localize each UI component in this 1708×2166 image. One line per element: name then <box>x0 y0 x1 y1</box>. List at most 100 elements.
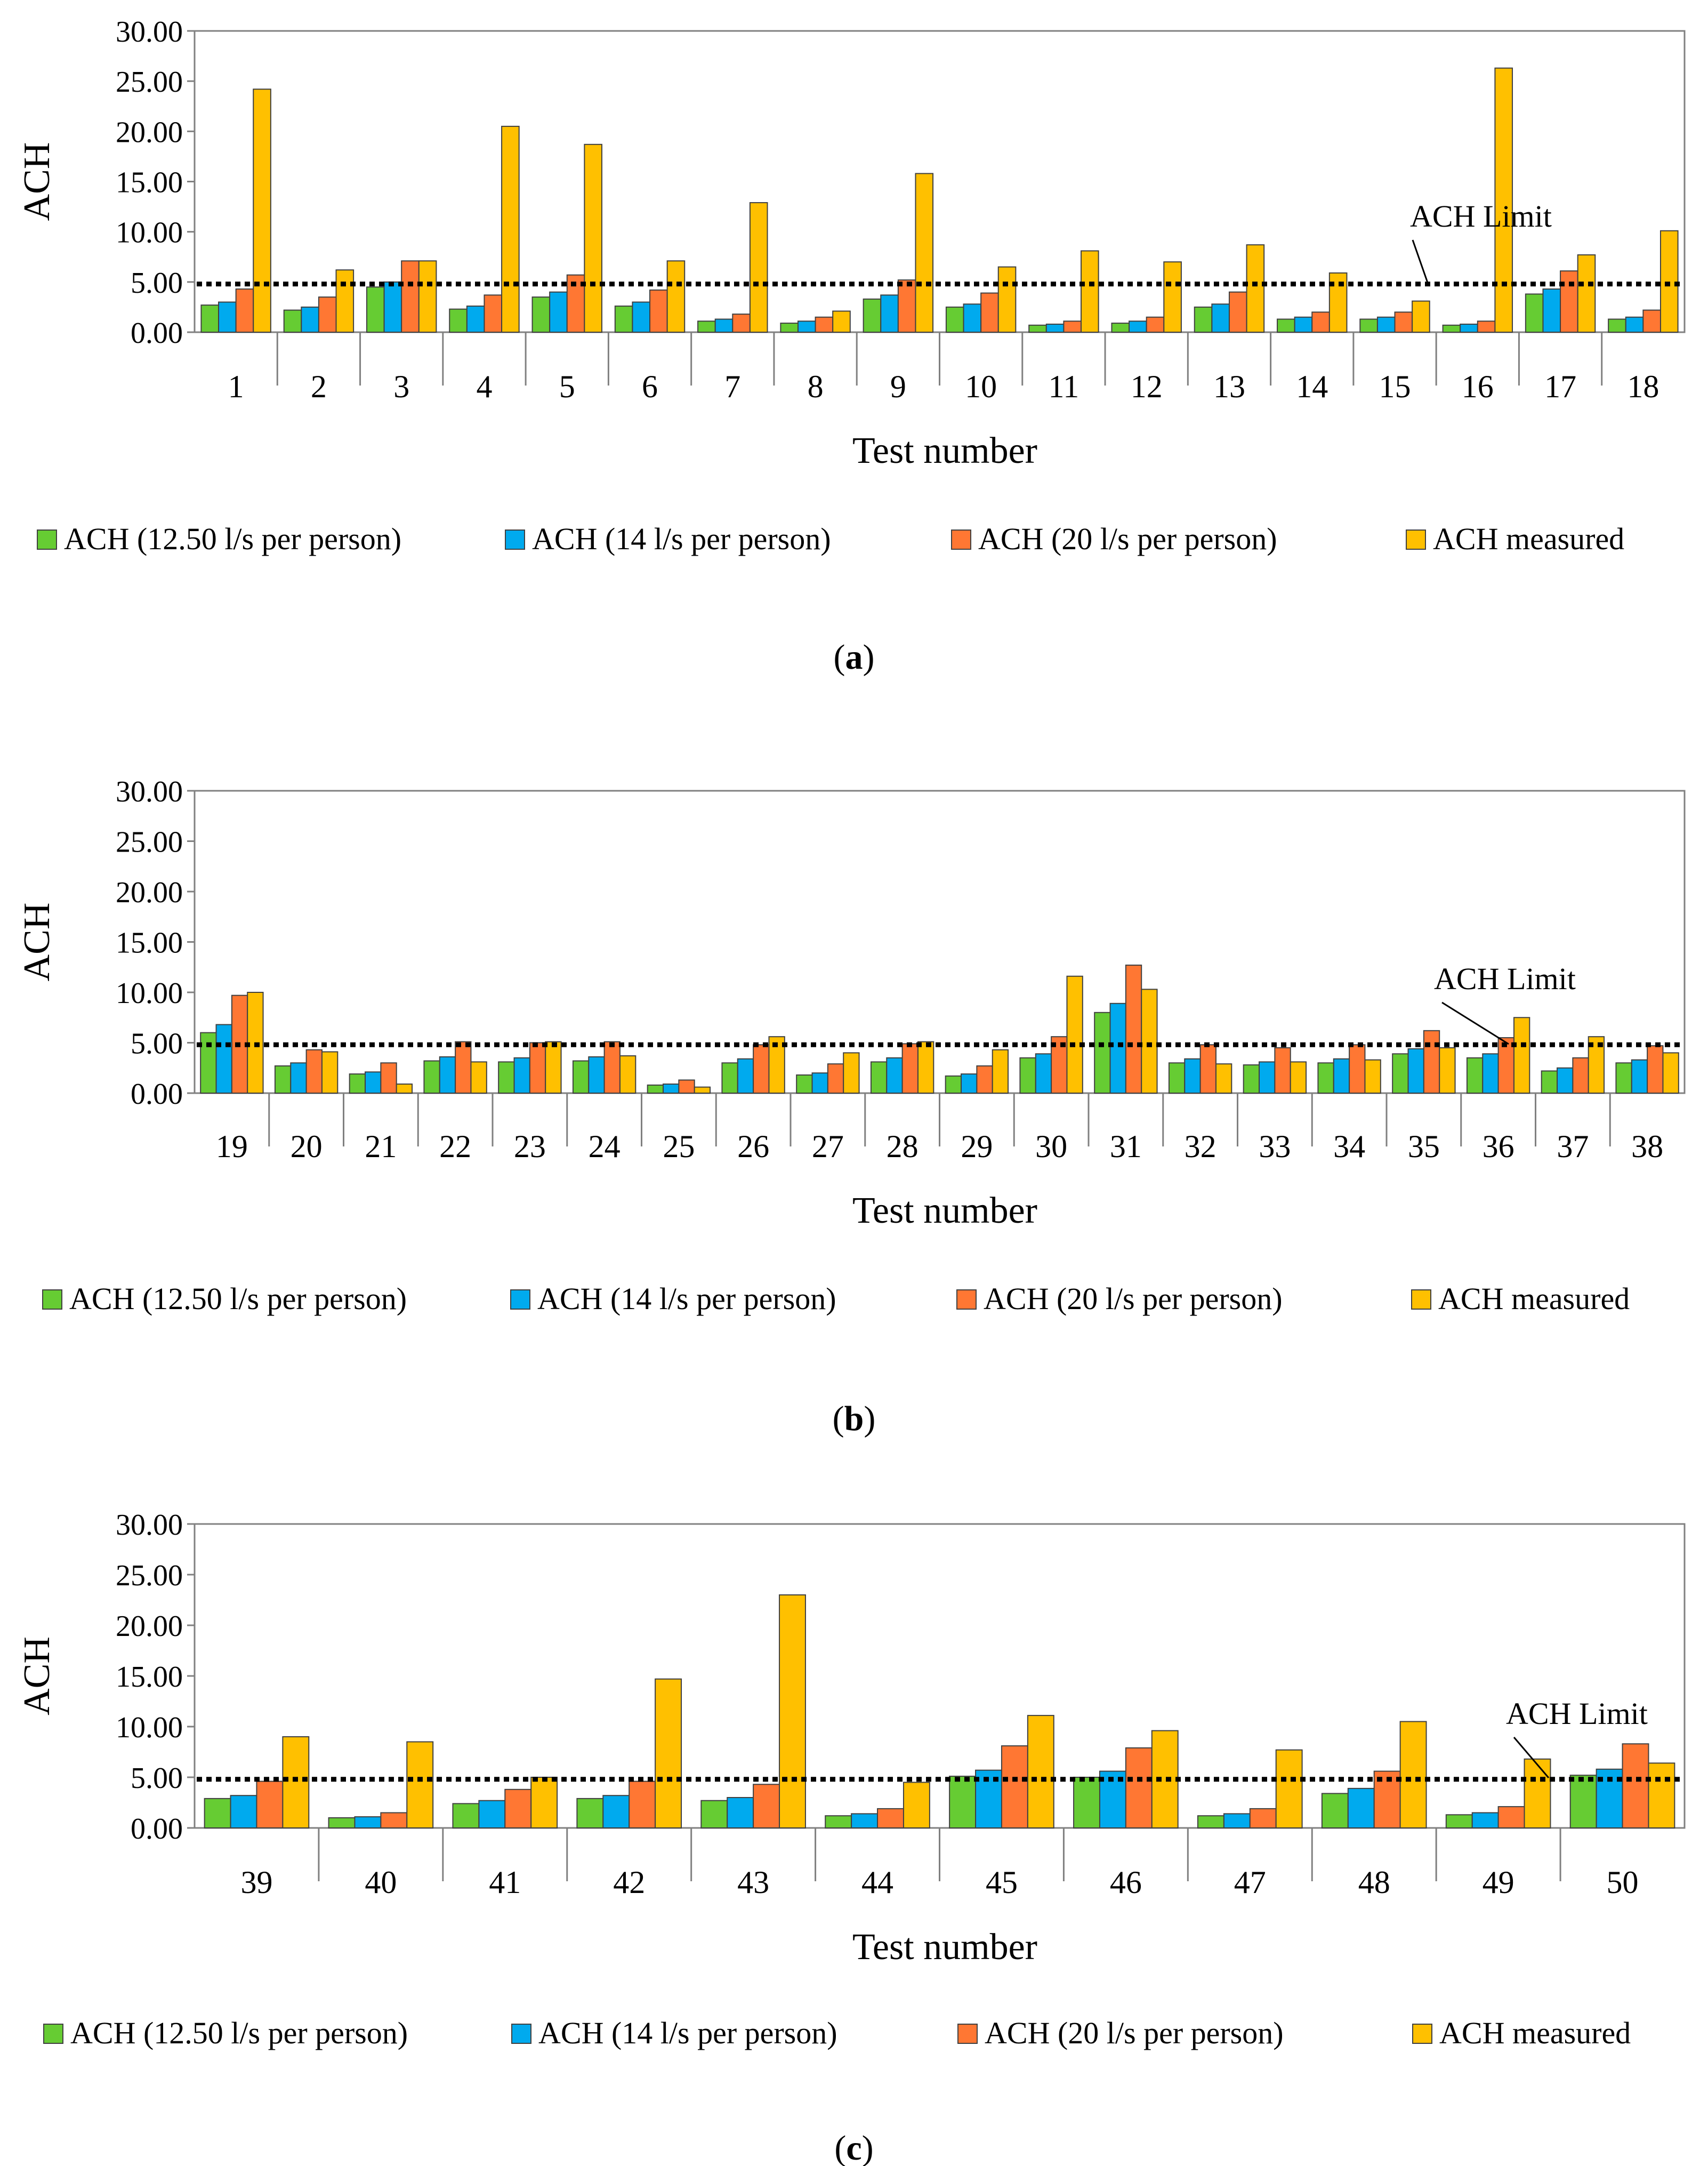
bar-series-3 <box>815 316 834 333</box>
bar-series-2 <box>963 303 982 333</box>
x-tick-label: 50 <box>1607 1865 1639 1900</box>
bar-series-1 <box>452 1803 480 1828</box>
y-tick-label: 25.00 <box>116 826 183 859</box>
y-tick-label: 15.00 <box>116 927 183 960</box>
bar-series-4 <box>619 1055 637 1094</box>
bar-series-1 <box>1168 1062 1186 1094</box>
bar-series-1 <box>647 1084 664 1094</box>
bar-series-2 <box>383 281 402 333</box>
bar-series-2 <box>1347 1787 1375 1828</box>
legend-swatch-4 <box>1406 530 1426 550</box>
bar-series-1 <box>576 1798 604 1828</box>
y-tick-label: 20.00 <box>116 1610 183 1643</box>
x-tick-label: 20 <box>291 1129 323 1164</box>
bar-series-3 <box>732 314 751 333</box>
y-tick-label: 30.00 <box>116 15 183 49</box>
legend-swatch-3 <box>951 530 971 550</box>
bar-series-2 <box>1376 316 1396 333</box>
bar-series-4 <box>545 1041 562 1094</box>
bar-series-3 <box>1063 320 1082 333</box>
bar-series-3 <box>484 294 503 333</box>
y-tick-label: 0.00 <box>131 317 183 350</box>
x-tick-label: 43 <box>737 1865 769 1900</box>
bar-series-3 <box>305 1049 323 1094</box>
bar-series-2 <box>1333 1058 1350 1094</box>
panel-caption-letter: a <box>845 638 863 677</box>
bar-series-2 <box>301 306 319 333</box>
bar-series-3 <box>1423 1030 1440 1094</box>
y-tick-label: 0.00 <box>131 1812 183 1846</box>
bar-series-2 <box>886 1057 903 1094</box>
bar-series-4 <box>1275 1749 1303 1828</box>
bar-series-4 <box>843 1052 860 1094</box>
y-tick-label: 20.00 <box>116 116 183 149</box>
x-tick-label: 40 <box>365 1865 397 1900</box>
legend-label-1: ACH (12.50 l/s per person) <box>69 1281 407 1316</box>
legend-swatch-1 <box>43 2024 63 2044</box>
x-tick-label: 31 <box>1110 1129 1142 1164</box>
y-tick-label: 10.00 <box>116 977 183 1010</box>
bar-series-2 <box>1211 303 1230 333</box>
x-tick-label: 18 <box>1627 369 1659 404</box>
y-tick-label: 0.00 <box>131 1078 183 1111</box>
y-tick-label: 15.00 <box>116 1660 183 1694</box>
y-tick-label: 25.00 <box>116 66 183 99</box>
bar-series-3 <box>504 1788 532 1829</box>
bar-series-3 <box>1572 1057 1589 1094</box>
panel-caption-letter: b <box>844 1399 864 1438</box>
bar-series-1 <box>283 309 302 333</box>
x-tick-label: 16 <box>1462 369 1494 404</box>
bar-series-2 <box>1259 1061 1276 1094</box>
legend-swatch-3 <box>957 2024 978 2044</box>
bar-series-4 <box>694 1086 711 1094</box>
x-tick-label: 32 <box>1185 1129 1216 1164</box>
bar-series-2 <box>1294 316 1313 333</box>
y-tick-label: 10.00 <box>116 216 183 250</box>
legend-swatch-2 <box>511 2024 531 2044</box>
bar-series-4 <box>1215 1063 1232 1094</box>
bar-series-3 <box>603 1041 621 1094</box>
legend-label-1: ACH (12.50 l/s per person) <box>70 2016 408 2050</box>
ach-limit-leader <box>1513 1737 1550 1778</box>
bar-series-3 <box>1001 1745 1028 1829</box>
bar-series-3 <box>1274 1047 1291 1094</box>
bar-series-4 <box>997 266 1017 333</box>
bar-series-2 <box>1631 1059 1648 1094</box>
bar-series-1 <box>1608 318 1626 333</box>
panel-caption-letter: c <box>846 2129 861 2166</box>
bar-series-2 <box>1129 320 1147 333</box>
bar-series-1 <box>1197 1815 1224 1828</box>
bar-series-4 <box>779 1594 806 1828</box>
x-tick-label: 5 <box>559 369 575 404</box>
bar-series-1 <box>1111 323 1130 333</box>
x-tick-label: 11 <box>1049 369 1079 404</box>
bar-series-2 <box>851 1813 879 1828</box>
bar-series-3 <box>753 1784 780 1829</box>
bar-series-3 <box>1497 1806 1525 1829</box>
bar-series-1 <box>274 1065 292 1094</box>
bar-series-4 <box>666 260 686 333</box>
bar-series-3 <box>678 1079 695 1094</box>
bar-series-2 <box>714 318 734 333</box>
bar-series-4 <box>282 1736 310 1828</box>
bar-series-4 <box>1399 1721 1427 1828</box>
bar-series-3 <box>980 292 999 333</box>
x-tick-label: 2 <box>311 369 327 404</box>
x-tick-label: 47 <box>1234 1865 1266 1900</box>
bar-series-3 <box>897 279 916 333</box>
bar-series-3 <box>1394 311 1413 333</box>
bar-series-1 <box>1615 1062 1632 1094</box>
ach-limit-label: ACH Limit <box>1410 199 1552 234</box>
bar-series-1 <box>614 306 633 333</box>
legend-label-4: ACH measured <box>1438 1281 1630 1316</box>
x-tick-label: 6 <box>642 369 658 404</box>
bar-series-2 <box>727 1797 754 1828</box>
bar-series-1 <box>863 298 882 333</box>
bar-series-1 <box>1466 1057 1484 1094</box>
bar-series-3 <box>1349 1044 1366 1094</box>
bar-series-3 <box>1228 291 1247 333</box>
x-axis-title: Test number <box>852 1190 1037 1231</box>
bar-series-3 <box>827 1063 844 1094</box>
bar-series-3 <box>235 288 254 333</box>
